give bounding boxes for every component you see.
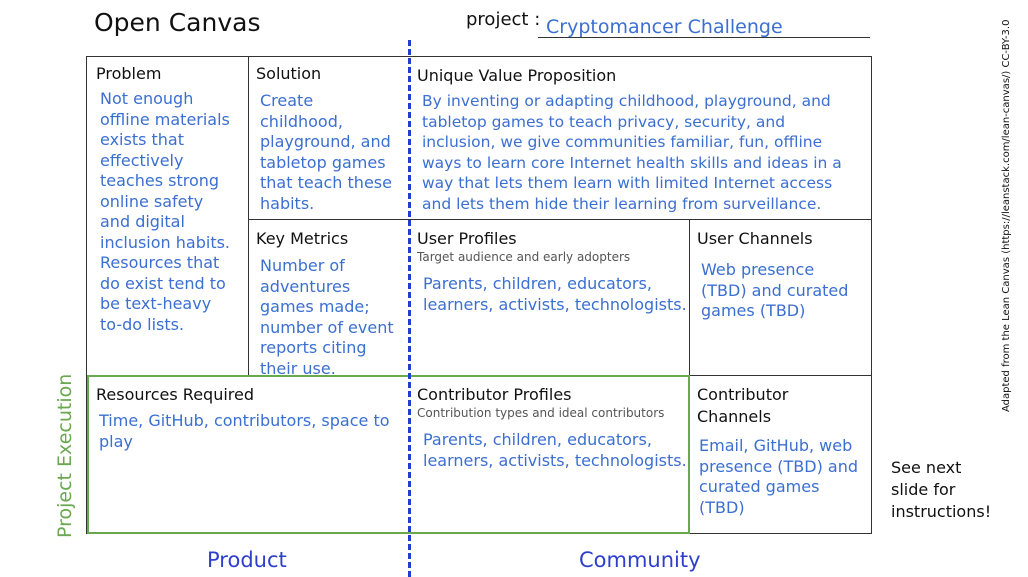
user-channels-body: Web presence (TBD) and curated games (TB… xyxy=(701,260,849,320)
key-metrics-body: Number of adventures games made; number … xyxy=(260,256,394,374)
product-community-divider xyxy=(408,40,411,577)
uvp-title: Unique Value Proposition xyxy=(417,66,617,85)
grid-divider xyxy=(248,219,872,220)
uvp-cell: Unique Value Proposition By inventing or… xyxy=(417,65,867,214)
project-label: project : xyxy=(466,9,541,30)
contributor-channels-title: Contributor Channels xyxy=(697,385,789,426)
resources-required-cell: Resources Required Time, GitHub, contrib… xyxy=(96,384,406,452)
solution-body: Create childhood, playground, and tablet… xyxy=(260,91,392,213)
community-label: Community xyxy=(579,548,701,572)
uvp-body: By inventing or adapting childhood, play… xyxy=(422,92,842,213)
grid-divider xyxy=(248,56,249,376)
project-underline xyxy=(538,37,870,38)
problem-title: Problem xyxy=(96,64,162,83)
user-profiles-cell: User Profiles Target audience and early … xyxy=(417,228,687,315)
problem-cell: Problem Not enough offline materials exi… xyxy=(96,63,244,335)
key-metrics-cell: Key Metrics Number of adventures games m… xyxy=(256,228,406,374)
contributor-channels-body: Email, GitHub, web presence (TBD) and cu… xyxy=(699,436,859,517)
solution-cell: Solution Create childhood, playground, a… xyxy=(256,63,406,214)
project-execution-label: Project Execution xyxy=(54,373,76,538)
project-name: Cryptomancer Challenge xyxy=(546,16,783,38)
canvas-title: Open Canvas xyxy=(94,8,261,37)
user-channels-cell: User Channels Web presence (TBD) and cur… xyxy=(697,228,869,322)
contributor-profiles-body: Parents, children, educators, learners, … xyxy=(423,430,687,470)
attribution-credit: Adapted from the Lean Canvas (https://le… xyxy=(1001,19,1012,412)
contributor-profiles-cell: Contributor Profiles Contribution types … xyxy=(417,384,687,471)
resources-required-title: Resources Required xyxy=(96,385,255,404)
contributor-profiles-title: Contributor Profiles xyxy=(417,385,572,404)
user-profiles-body: Parents, children, educators, learners, … xyxy=(423,274,687,314)
problem-body: Not enough offline materials exists that… xyxy=(100,89,231,334)
contributor-channels-cell: Contributor Channels Email, GitHub, web … xyxy=(697,384,869,518)
user-profiles-title: User Profiles xyxy=(417,229,517,248)
user-channels-title: User Channels xyxy=(697,229,813,248)
resources-required-body: Time, GitHub, contributors, space to pla… xyxy=(99,411,390,451)
solution-title: Solution xyxy=(256,64,322,83)
project-execution-box xyxy=(87,375,690,534)
user-profiles-subtitle: Target audience and early adopters xyxy=(417,250,631,264)
see-next-note: See next slide for instructions! xyxy=(891,458,992,521)
product-label: Product xyxy=(207,548,287,572)
contributor-profiles-subtitle: Contribution types and ideal contributor… xyxy=(417,406,665,420)
key-metrics-title: Key Metrics xyxy=(256,229,349,248)
